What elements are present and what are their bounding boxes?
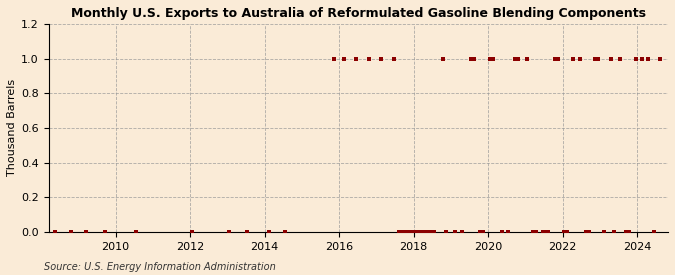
Point <box>223 230 234 234</box>
Point <box>363 56 374 61</box>
Point <box>637 56 647 61</box>
Point <box>419 230 430 234</box>
Point <box>456 230 467 234</box>
Point <box>404 230 414 234</box>
Point <box>186 230 197 234</box>
Point <box>422 230 433 234</box>
Point <box>99 230 110 234</box>
Point <box>478 230 489 234</box>
Point <box>441 230 452 234</box>
Point <box>643 56 653 61</box>
Point <box>49 230 60 234</box>
Point <box>81 230 92 234</box>
Point <box>468 56 479 61</box>
Point <box>394 230 405 234</box>
Point <box>531 230 541 234</box>
Point <box>400 230 411 234</box>
Point <box>351 56 362 61</box>
Text: Source: U.S. Energy Information Administration: Source: U.S. Energy Information Administ… <box>44 262 275 272</box>
Point <box>624 230 634 234</box>
Point <box>410 230 421 234</box>
Point <box>407 230 418 234</box>
Point <box>568 56 579 61</box>
Point <box>279 230 290 234</box>
Point <box>487 56 498 61</box>
Point <box>580 230 591 234</box>
Point <box>509 56 520 61</box>
Point <box>416 230 427 234</box>
Point <box>562 230 572 234</box>
Point <box>552 56 563 61</box>
Point <box>497 230 508 234</box>
Point <box>65 230 76 234</box>
Title: Monthly U.S. Exports to Australia of Reformulated Gasoline Blending Components: Monthly U.S. Exports to Australia of Ref… <box>71 7 646 20</box>
Point <box>522 56 533 61</box>
Point <box>574 56 585 61</box>
Point <box>264 230 275 234</box>
Point <box>475 230 486 234</box>
Point <box>540 230 551 234</box>
Point <box>338 56 349 61</box>
Point <box>375 56 386 61</box>
Point <box>543 230 554 234</box>
Point <box>584 230 595 234</box>
Point <box>559 230 570 234</box>
Point <box>503 230 514 234</box>
Point <box>549 56 560 61</box>
Point <box>425 230 436 234</box>
Point <box>512 56 523 61</box>
Point <box>388 56 399 61</box>
Point <box>329 56 340 61</box>
Point <box>605 56 616 61</box>
Point <box>466 56 477 61</box>
Point <box>615 56 626 61</box>
Point <box>528 230 539 234</box>
Point <box>655 56 666 61</box>
Point <box>429 230 439 234</box>
Point <box>450 230 461 234</box>
Point <box>242 230 253 234</box>
Point <box>630 56 641 61</box>
Point <box>599 230 610 234</box>
Point <box>398 230 408 234</box>
Point <box>608 230 619 234</box>
Point <box>649 230 659 234</box>
Point <box>593 56 604 61</box>
Y-axis label: Thousand Barrels: Thousand Barrels <box>7 79 17 177</box>
Point <box>621 230 632 234</box>
Point <box>484 56 495 61</box>
Point <box>437 56 448 61</box>
Point <box>537 230 548 234</box>
Point <box>412 230 423 234</box>
Point <box>590 56 601 61</box>
Point <box>130 230 141 234</box>
